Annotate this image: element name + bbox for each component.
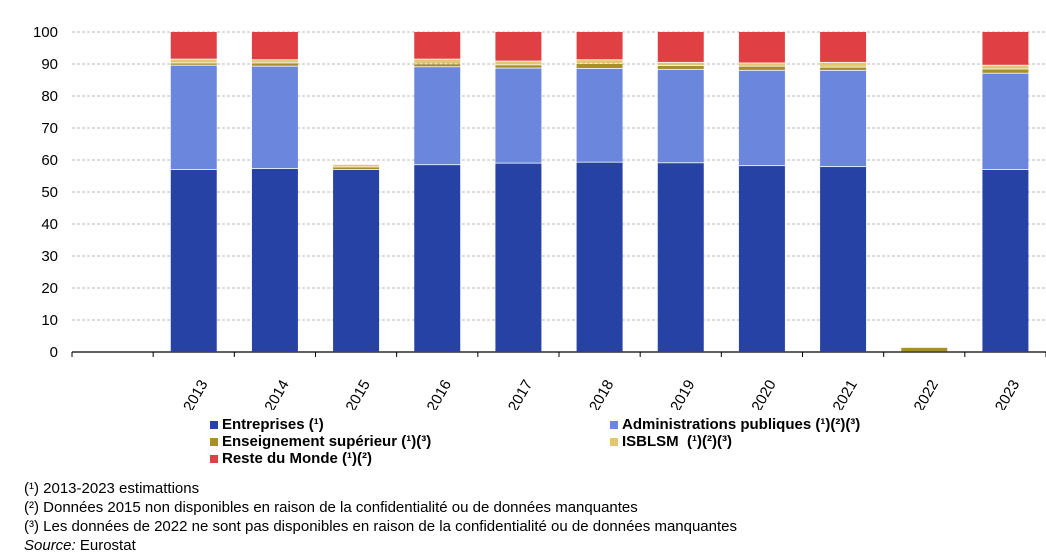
source-value: Eurostat (75, 537, 136, 554)
bar-segment (414, 165, 461, 352)
x-tick-label: 2021 (829, 377, 860, 410)
bar-segment (982, 65, 1029, 69)
bar-segment (820, 167, 867, 352)
bar-segment (820, 67, 867, 70)
source-label: Source: (24, 537, 76, 554)
x-axis: 2013 2014 2015 2016 2017 2018 2019 2020 2021 2022… (71, 351, 1046, 410)
bar-segment (576, 64, 623, 68)
bar-segment (576, 68, 623, 162)
x-tick-label: 2015 (342, 377, 373, 410)
x-tick-label: 2019 (667, 377, 698, 410)
bar-segment (820, 62, 867, 67)
bar-segment (738, 63, 785, 66)
bar-segment (495, 65, 542, 68)
bar-segment (414, 59, 461, 64)
bar-segment (982, 69, 1029, 73)
bar-segment (333, 164, 380, 167)
legend-label: Reste du Monde (¹)(²) (222, 450, 372, 467)
legend-label: Enseignement supérieur (¹)(³) (222, 433, 432, 450)
bar-segment (982, 169, 1029, 352)
bar-segment (414, 32, 461, 59)
bar-segment (251, 168, 298, 352)
bar-segment (170, 59, 217, 63)
bar-segment (251, 66, 298, 169)
footnote-2: (²) Données 2015 non disponibles en rais… (24, 499, 638, 516)
x-tick-label: 2013 (180, 377, 211, 410)
bar-segment (170, 32, 217, 59)
bar-segment (657, 65, 704, 69)
x-tick-label: 2023 (992, 377, 1023, 410)
legend-label: Administrations publiques (¹)(²)(³) (622, 416, 861, 433)
x-tick-label: 2016 (424, 377, 455, 410)
bar-segment (738, 66, 785, 70)
legend-label: ISBLSM (¹)(²)(³) (622, 433, 732, 450)
bar-segment (495, 68, 542, 163)
y-tick-label: 100 (33, 24, 58, 41)
bar-segment (576, 162, 623, 352)
bar-segment (170, 169, 217, 352)
legend-item-entreprises: Entreprises (¹) (210, 416, 324, 433)
bar-segment (495, 61, 542, 65)
bar-segment (901, 347, 948, 352)
x-tick-label: 2022 (911, 377, 942, 410)
bar-segment (251, 60, 298, 63)
y-tick-label: 20 (41, 280, 58, 297)
bar-segment (495, 32, 542, 61)
x-tick-label: 2018 (586, 377, 617, 410)
y-tick-label: 40 (41, 216, 58, 233)
bar-segment (576, 32, 623, 60)
bar-segment (657, 32, 704, 62)
y-tick-label: 50 (41, 184, 58, 201)
legend-item-reste-du-monde: Reste du Monde (¹)(²) (210, 450, 372, 467)
x-tick-label: 2020 (748, 377, 779, 410)
y-tick-label: 90 (41, 56, 58, 73)
bar-segment (820, 70, 867, 167)
bar-segment (738, 32, 785, 63)
y-tick-label: 70 (41, 120, 58, 137)
bar-segment (170, 63, 217, 65)
bar-segment (982, 73, 1029, 170)
bar-segment (982, 32, 1029, 65)
bar-segment (414, 64, 461, 67)
bar-segment (657, 163, 704, 352)
bar-segment (251, 32, 298, 60)
legend-swatch (610, 437, 618, 446)
y-tick-label: 0 (50, 344, 58, 361)
bars (170, 32, 1029, 352)
bar-segment (738, 166, 785, 352)
legend-item-administrations-publiques: Administrations publiques (¹)(²)(³) (610, 416, 860, 433)
x-tick-label: 2014 (261, 377, 292, 410)
y-tick-label: 30 (41, 248, 58, 265)
bar-segment (657, 62, 704, 66)
bar-segment (333, 169, 380, 352)
legend-swatch (210, 454, 218, 463)
bar-segment (414, 67, 461, 165)
x-tick-label: 2017 (505, 377, 536, 410)
legend-label: Entreprises (¹) (222, 416, 324, 433)
source-line: Source: Eurostat (24, 536, 737, 555)
legend-item-enseignement-superieur: Enseignement supérieur (¹)(³) (210, 433, 431, 450)
footnote-1: (¹) 2013-2023 estimattions (24, 480, 200, 497)
bar-segment (333, 167, 380, 170)
y-tick-label: 10 (41, 312, 58, 329)
bar-segment (576, 60, 623, 64)
legend-item-isblsm: ISBLSM (¹)(²)(³) (610, 433, 732, 450)
footnote-3: (³) Les données de 2022 ne sont pas disp… (24, 518, 738, 535)
y-tick-label: 60 (41, 152, 58, 169)
bar-segment (738, 70, 785, 166)
y-tick-label: 80 (41, 88, 58, 105)
footnotes: (¹) 2013-2023 estimattions (²) Données 2… (24, 479, 737, 555)
bar-segment (251, 63, 298, 66)
bar-segment (657, 69, 704, 163)
y-axis-labels: 0 10 20 30 40 50 60 70 80 90 100 (33, 24, 58, 361)
bar-segment (495, 163, 542, 352)
bar-segment (820, 32, 867, 62)
bar-segment (170, 65, 217, 170)
gridlines (72, 31, 1046, 321)
legend-swatch (210, 420, 218, 429)
legend-swatch (210, 437, 218, 446)
legend-swatch (610, 420, 618, 429)
